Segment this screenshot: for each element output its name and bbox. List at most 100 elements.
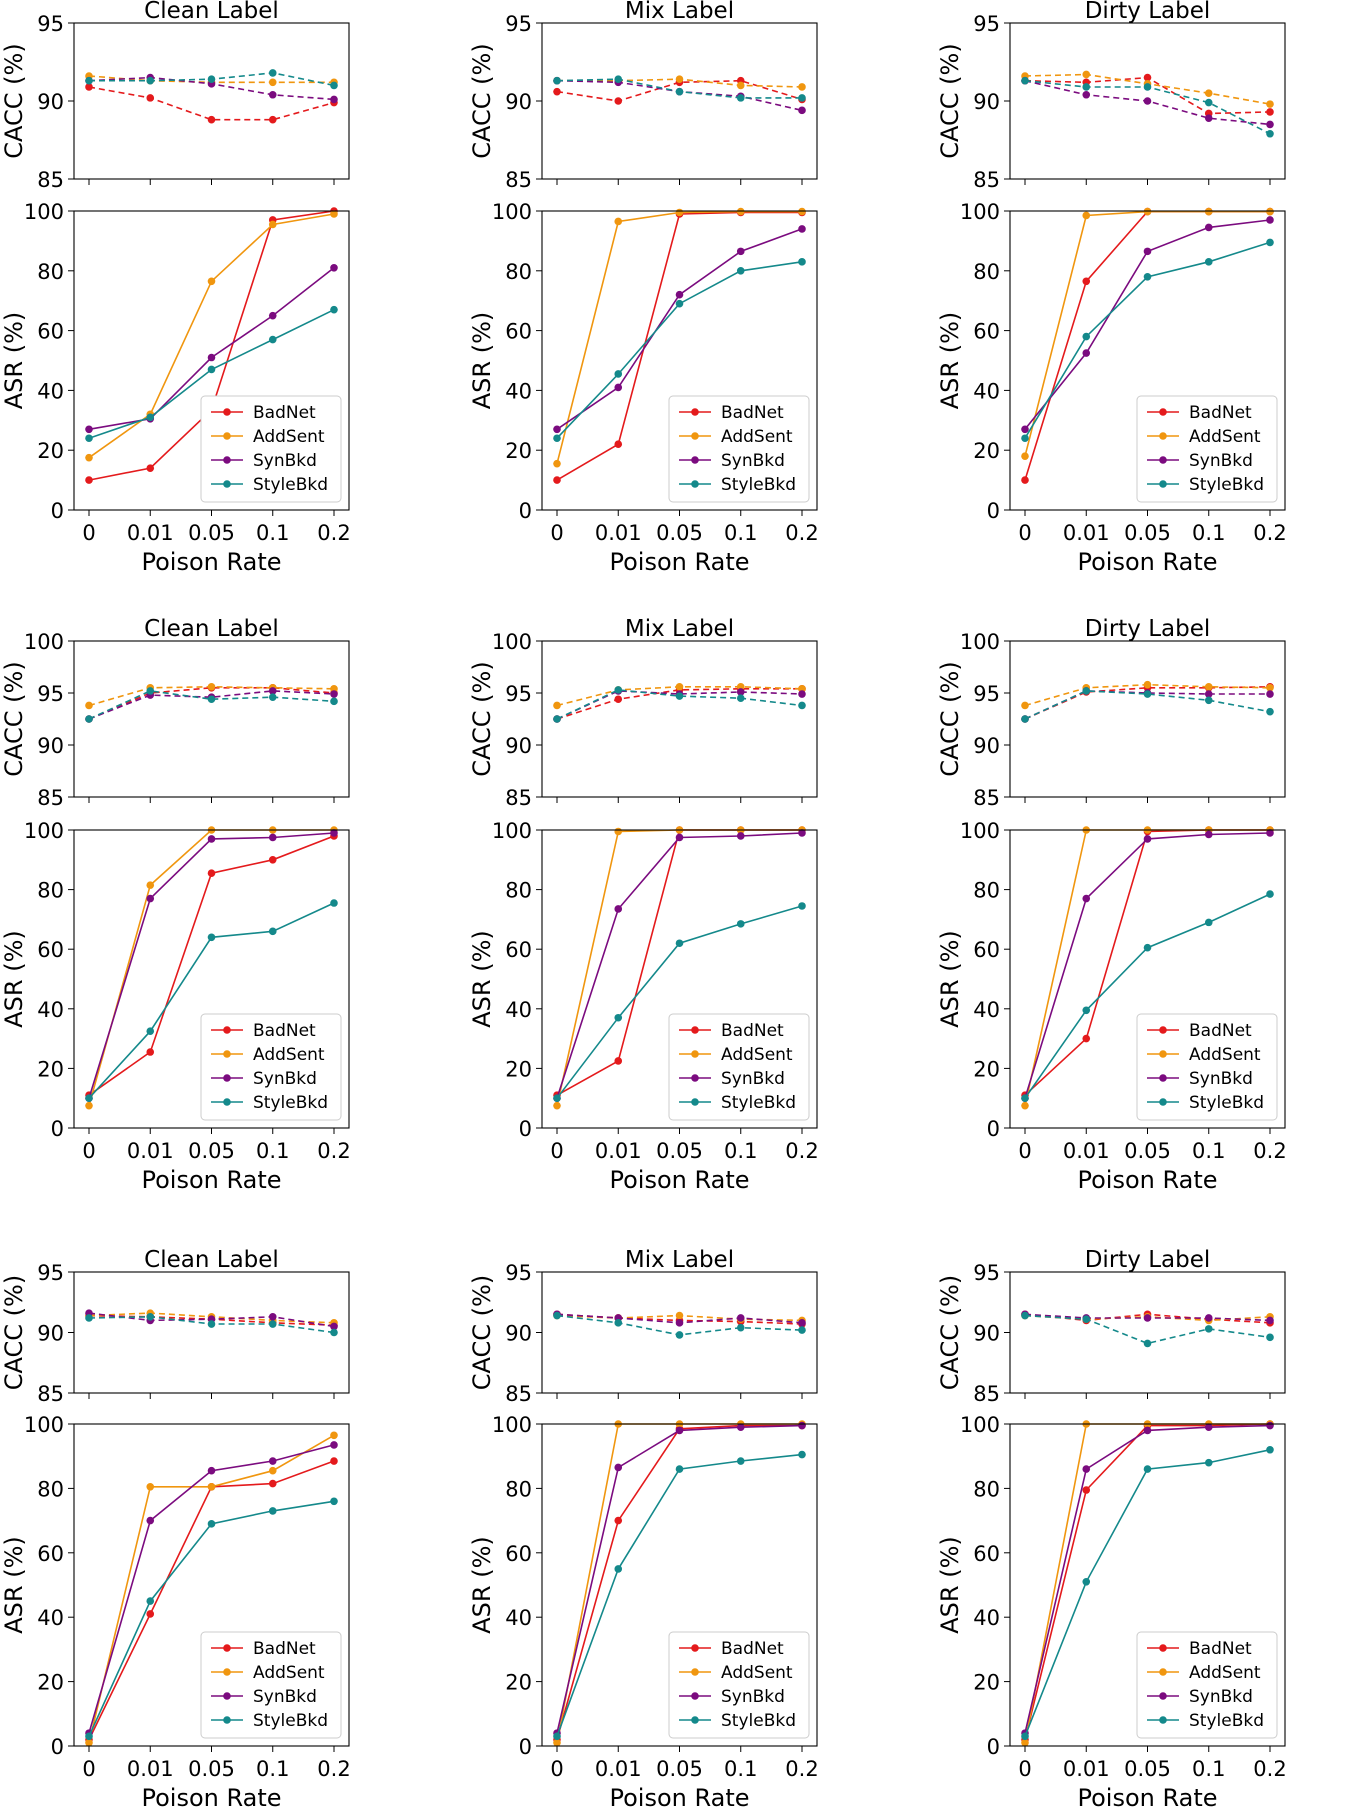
data-point-addsent: [330, 1431, 338, 1440]
data-point-addsent: [1204, 207, 1213, 216]
legend-marker-synbkd: [1159, 1692, 1167, 1700]
data-point-synbkd: [675, 1319, 684, 1327]
data-point-stylebkd: [330, 305, 338, 314]
data-point-synbkd: [268, 687, 277, 695]
data-point-stylebkd: [146, 1597, 155, 1605]
y-tick-label: 80: [37, 879, 64, 903]
y-tick-label: 95: [505, 682, 532, 706]
plot-frame: [73, 640, 350, 798]
data-point-addsent: [675, 208, 684, 217]
data-point-stylebkd: [1082, 1577, 1091, 1586]
x-axis-label: Poison Rate: [1077, 1166, 1217, 1194]
legend: BadNet AddSent SynBkd StyleBkd: [1136, 1013, 1278, 1121]
data-point-badnet: [146, 94, 155, 102]
legend-label-synbkd: SynBkd: [721, 1687, 785, 1707]
legend-marker-stylebkd: [691, 480, 699, 488]
x-tick-label: 0.1: [724, 521, 757, 545]
legend-label-stylebkd: StyleBkd: [1189, 1093, 1264, 1113]
data-point-stylebkd: [675, 692, 684, 700]
data-point-stylebkd: [146, 413, 155, 422]
data-point-stylebkd: [1143, 83, 1152, 91]
data-point-badnet: [85, 476, 93, 484]
data-point-badnet: [1082, 1034, 1091, 1043]
data-point-addsent: [1021, 452, 1029, 460]
panel-title: Mix Label: [625, 1247, 734, 1273]
y-tick-label: 20: [505, 439, 532, 463]
data-point-synbkd: [798, 829, 806, 837]
data-point-stylebkd: [1266, 1445, 1274, 1454]
y-tick-label: 40: [505, 379, 532, 403]
y-tick-label: 95: [37, 1261, 64, 1285]
data-point-synbkd: [1266, 1316, 1274, 1325]
y-tick-label: 90: [973, 1322, 1000, 1346]
legend-marker-stylebkd: [223, 480, 231, 488]
data-point-synbkd: [330, 1322, 338, 1331]
y-tick-label: 100: [960, 819, 1000, 843]
data-point-addsent: [1143, 680, 1152, 689]
cacc-panel: 85 90 95 CACC (%) Clean Label: [0, 1247, 350, 1406]
legend-marker-stylebkd: [1159, 1716, 1167, 1724]
data-point-stylebkd: [614, 370, 623, 378]
series-line-badnet: [556, 687, 802, 720]
legend: BadNet AddSent SynBkd StyleBkd: [200, 1631, 342, 1739]
y-tick-label: 100: [24, 200, 64, 224]
y-tick-label: 85: [505, 1382, 532, 1406]
data-point-stylebkd: [1082, 1006, 1091, 1015]
y-tick-label: 40: [973, 379, 1000, 403]
legend-marker-addsent: [1159, 1668, 1167, 1676]
legend-label-badnet: BadNet: [253, 1021, 316, 1041]
y-tick-label: 100: [492, 200, 532, 224]
y-tick-label: 95: [505, 1261, 532, 1285]
legend-label-addsent: AddSent: [1189, 1663, 1261, 1683]
asr-panel: 0 20 40 60 80 100 0 0.01 0.05 0.1 0.2 ASR (%) Poison…: [0, 200, 351, 576]
chart-clean-label-0: 85 90 95 CACC (%) Clean Label 0 20 40 60 80 100 0 0.…: [0, 0, 351, 576]
data-point-synbkd: [1204, 1314, 1213, 1322]
y-tick-label: 60: [973, 1542, 1000, 1566]
x-tick-label: 0.05: [1124, 1757, 1171, 1781]
plot-frame: [1009, 640, 1286, 798]
data-point-stylebkd: [736, 920, 745, 928]
data-point-synbkd: [146, 894, 155, 903]
cacc-panel: 85 90 95 CACC (%) Dirty Label: [936, 0, 1286, 192]
data-point-addsent: [798, 207, 806, 216]
plot-frame: [541, 22, 818, 180]
panel-title: Dirty Label: [1085, 1247, 1211, 1273]
data-point-stylebkd: [1266, 1333, 1274, 1342]
legend-label-stylebkd: StyleBkd: [721, 475, 796, 495]
data-point-stylebkd: [736, 1323, 745, 1332]
legend: BadNet AddSent SynBkd StyleBkd: [668, 395, 810, 503]
data-point-stylebkd: [85, 1094, 93, 1102]
data-point-stylebkd: [268, 927, 277, 936]
y-tick-label: 85: [505, 786, 532, 810]
data-point-badnet: [1082, 1486, 1091, 1494]
plot-frame: [1009, 1271, 1286, 1394]
y-tick-label: 80: [505, 260, 532, 284]
data-point-stylebkd: [207, 695, 216, 704]
data-point-addsent: [1143, 207, 1152, 216]
data-point-stylebkd: [268, 69, 277, 77]
data-point-stylebkd: [736, 1457, 745, 1465]
x-tick-label: 0.2: [317, 1139, 350, 1163]
y-tick-label: 20: [37, 1671, 64, 1695]
legend-label-badnet: BadNet: [1189, 1021, 1252, 1041]
chart-mix-label-2: 85 90 95 CACC (%) Mix Label 0 20 40 60 80 100 0 0.01…: [468, 1247, 819, 1807]
asr-panel: 0 20 40 60 80 100 0 0.01 0.05 0.1 0.2 ASR (%) Poison…: [468, 200, 819, 576]
data-point-addsent: [1082, 211, 1091, 220]
data-point-stylebkd: [1021, 434, 1029, 443]
data-point-badnet: [1266, 108, 1274, 116]
data-point-addsent: [1266, 100, 1274, 108]
data-point-badnet: [330, 1457, 338, 1465]
data-point-synbkd: [1266, 690, 1274, 698]
y-tick-label: 60: [37, 938, 64, 962]
data-point-stylebkd: [1082, 83, 1091, 91]
data-point-stylebkd: [330, 697, 338, 706]
y-tick-label: 0: [519, 499, 532, 523]
data-point-addsent: [1082, 70, 1091, 79]
data-point-synbkd: [268, 833, 277, 842]
asr-panel: 0 20 40 60 80 100 0 0.01 0.05 0.1 0.2 ASR (%) Poison…: [936, 1413, 1287, 1807]
series-line-stylebkd: [1024, 1314, 1271, 1345]
y-axis-label: ASR (%): [468, 312, 496, 410]
y-tick-label: 60: [505, 938, 532, 962]
data-point-stylebkd: [553, 1311, 561, 1320]
legend-label-badnet: BadNet: [721, 1021, 784, 1041]
